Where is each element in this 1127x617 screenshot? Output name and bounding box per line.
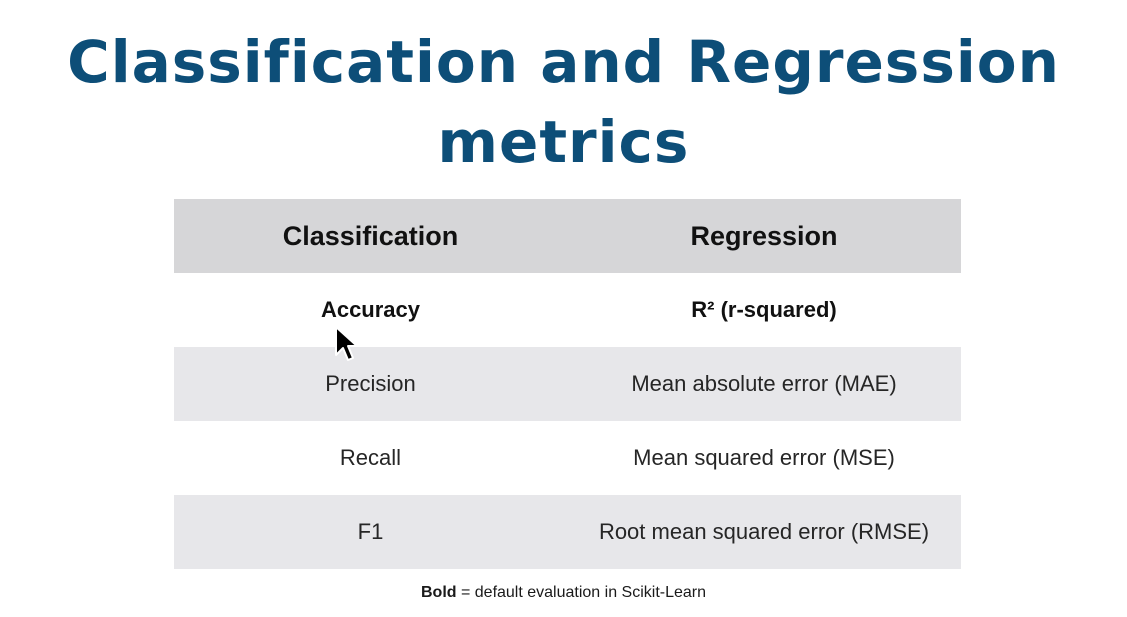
classification-metric: Accuracy: [320, 297, 421, 322]
table-header-row: Classification Regression: [174, 199, 961, 273]
table-row: Precision Mean absolute error (MAE): [174, 347, 961, 421]
header-classification: Classification: [174, 199, 567, 273]
table-row: Recall Mean squared error (MSE): [174, 421, 961, 495]
metrics-table: Classification Regression Accuracy R² (r…: [174, 199, 961, 569]
classification-metric: F1: [174, 495, 567, 569]
legend-bold-word: Bold: [420, 584, 457, 601]
regression-metric: Root mean squared error (RMSE): [567, 495, 961, 569]
title-line-2: metrics: [437, 108, 690, 176]
slide-title: Classification and Regression metrics: [0, 22, 1127, 182]
legend-text: = default evaluation in Scikit-Learn: [456, 584, 707, 601]
classification-metric: Recall: [339, 445, 402, 470]
legend-note: Bold = default evaluation in Scikit-Lear…: [0, 584, 1127, 602]
header-regression: Regression: [567, 199, 961, 273]
title-line-1: Classification and Regression: [67, 28, 1060, 96]
table-row: Accuracy R² (r-squared): [174, 273, 961, 347]
mouse-pointer-icon: [335, 326, 358, 361]
regression-metric: Mean absolute error (MAE): [567, 347, 961, 421]
regression-metric: Mean squared error (MSE): [633, 445, 895, 470]
table-row: F1 Root mean squared error (RMSE): [174, 495, 961, 569]
regression-metric: R² (r-squared): [691, 297, 837, 322]
classification-metric: Precision: [174, 347, 567, 421]
